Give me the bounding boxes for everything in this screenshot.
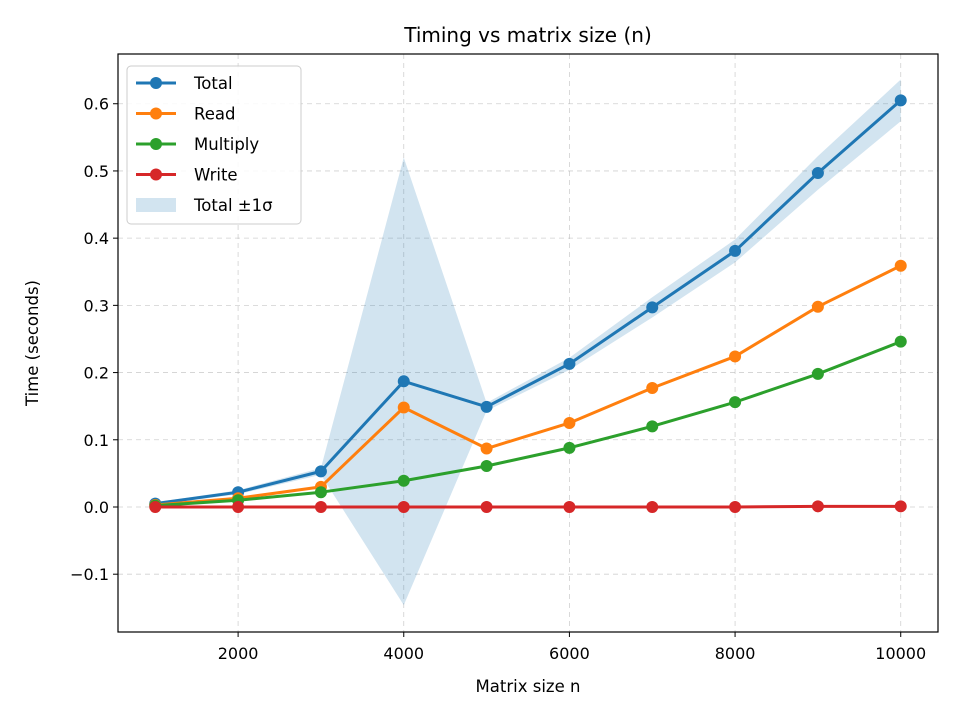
data-point-total [729,244,742,257]
data-point-read [480,442,493,455]
data-point-total [811,166,824,179]
y-axis: −0.1 0.0 0.1 0.2 0.3 0.4 0.5 0.6 [70,95,118,584]
data-point-write [480,500,493,513]
series-line-multiply [153,340,903,508]
legend-marker-read [150,107,162,120]
series-line-read [153,264,903,507]
data-point-multiply [894,335,907,348]
data-point-write [646,500,659,513]
legend-label-read: Read [194,105,235,124]
series-write [149,500,907,513]
total-std-band [155,79,901,606]
legend-label-total: Total [193,74,233,93]
data-point-write [563,500,576,513]
legend-box [126,65,302,225]
x-axis: 2000 4000 6000 8000 10000 [218,632,926,663]
legend-label-total-std: Total ±1σ [193,196,273,215]
data-point-write [232,500,245,513]
legend-marker-multiply [150,138,162,150]
y-axis-label: Time (seconds) [23,280,42,407]
data-point-multiply [646,420,659,433]
data-point-read [729,350,742,363]
data-point-total [646,301,659,314]
y-tick-label: 0.1 [84,431,109,450]
y-tick-label: −0.1 [70,565,109,584]
x-axis-label: Matrix size n [476,677,581,696]
y-tick-label: 0.3 [84,296,109,315]
data-point-multiply [314,486,327,499]
data-point-total [480,400,493,413]
data-point-multiply [811,367,824,380]
data-point-read [563,416,576,429]
legend-label-write: Write [194,166,238,185]
data-point-multiply [480,459,493,472]
legend: Total Read Multiply Write Total ±1σ [126,65,302,225]
data-point-read [811,300,824,313]
y-tick-label: 0.0 [84,498,109,517]
y-tick-label: 0.2 [84,364,109,383]
plot-frame [117,53,939,633]
y-tick-label: 0.5 [84,162,109,181]
data-point-multiply [397,474,410,487]
legend-label-multiply: Multiply [194,135,259,154]
data-point-write [811,500,824,513]
legend-marker-total [150,77,162,89]
data-point-write [397,500,410,513]
x-tick-label: 8000 [715,644,756,663]
data-point-write [314,500,327,513]
data-point-write [149,500,162,513]
data-point-total [563,357,576,370]
data-point-read [646,382,659,395]
x-tick-label: 10000 [875,644,926,663]
y-tick-label: 0.6 [84,95,109,114]
x-tick-label: 4000 [383,644,424,663]
data-point-write [729,500,742,513]
data-point-multiply [729,396,742,409]
data-point-write [894,500,907,513]
data-point-total [894,94,907,107]
y-tick-label: 0.4 [84,229,109,248]
x-tick-label: 2000 [218,644,259,663]
x-tick-label: 6000 [549,644,590,663]
legend-band-swatch [136,198,176,212]
data-point-total [397,375,410,388]
data-point-total [314,465,327,478]
data-point-multiply [563,441,576,454]
data-point-read [397,401,410,414]
legend-marker-write [150,168,162,181]
data-point-read [894,259,907,272]
series-line-total [153,98,903,506]
error-band-layer [155,79,901,606]
series-line-write [153,504,903,509]
series-layer [149,94,907,513]
chart-title: Timing vs matrix size (n) [403,23,652,47]
